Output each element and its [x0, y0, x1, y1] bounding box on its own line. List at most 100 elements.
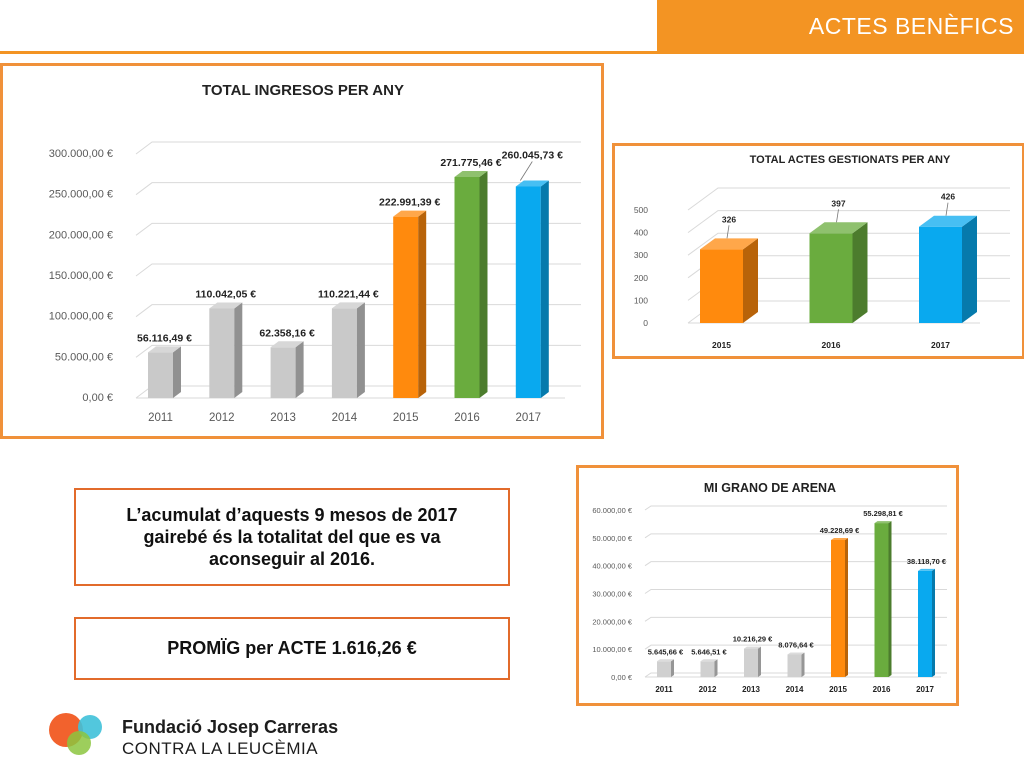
bar-2017 [918, 568, 935, 677]
gridline [644, 505, 947, 511]
y-tick-label: 250.000,00 € [49, 189, 113, 201]
chart-svg-1: TOTAL ACTES GESTIONATS PER ANY 0 100 200 300… [634, 154, 1010, 350]
gridline [135, 222, 581, 236]
chart-title: MI GRANO DE ARENA [704, 481, 836, 495]
x-tick-label: 2011 [655, 685, 673, 694]
average-note: PROMÏG per ACTE 1.616,26 € [74, 617, 510, 680]
x-tick-label: 2016 [822, 340, 841, 350]
leader-line [836, 209, 839, 223]
gridline [644, 589, 947, 594]
x-tick-label: 2016 [873, 685, 891, 694]
header-band: ACTES BENÈFICS [657, 0, 1024, 51]
y-tick-label: 150.000,00 € [49, 270, 113, 282]
y-tick-label: 40.000,00 € [592, 562, 632, 571]
bar-2012 [209, 302, 243, 398]
gridline [135, 344, 581, 358]
y-tick-label: 30.000,00 € [592, 590, 632, 599]
x-tick-label: 2015 [393, 412, 419, 424]
x-tick-label: 2016 [454, 412, 480, 424]
x-tick-label: 2013 [270, 412, 296, 424]
bar-2016 [454, 170, 488, 398]
y-tick-label: 200 [634, 273, 648, 283]
bar-2014 [787, 652, 805, 677]
bar-2015 [700, 238, 758, 323]
bar-2017 [919, 215, 977, 323]
y-tick-label: 10.000,00 € [592, 645, 632, 654]
chart-panel-mi-grano: MI GRANO DE ARENA 0,00 € 10.000,00 € 20.000… [576, 465, 959, 706]
x-tick-label: 2012 [699, 685, 717, 694]
page-title: ACTES BENÈFICS [808, 13, 1014, 39]
data-label: 426 [941, 192, 955, 202]
gridline [644, 616, 947, 622]
bar-2016 [809, 222, 868, 323]
x-tick-label: 2017 [916, 685, 934, 694]
x-tick-label: 2014 [332, 412, 358, 424]
chart-title: TOTAL ACTES GESTIONATS PER ANY [750, 154, 951, 166]
gridline [644, 672, 947, 678]
gridline [644, 561, 947, 567]
bar-2011 [148, 346, 181, 398]
x-tick-label: 2012 [209, 412, 235, 424]
bar-2012 [700, 659, 718, 677]
y-tick-label: 400 [634, 228, 648, 238]
y-tick-label: 500 [634, 205, 648, 215]
y-tick-label: 300 [634, 250, 648, 260]
average-note-text: PROMÏG per ACTE 1.616,26 € [167, 638, 417, 658]
x-tick-label: 2014 [786, 685, 804, 694]
y-tick-label: 50.000,00 € [55, 351, 113, 363]
data-label: 55.298,81 € [863, 509, 903, 518]
data-label: 5.645,66 € [648, 647, 684, 656]
gridline [135, 141, 581, 155]
data-label: 62.358,16 € [259, 327, 315, 339]
y-tick-label: 0 [643, 318, 648, 328]
gridline [135, 182, 581, 196]
data-label: 326 [722, 214, 736, 224]
y-tick-label: 50.000,00 € [592, 534, 632, 543]
bar-2015 [831, 537, 848, 677]
bar-2013 [744, 646, 761, 677]
data-label: 110.221,44 € [318, 288, 379, 300]
y-tick-label: 60.000,00 € [592, 506, 632, 515]
data-label: 8.076,64 € [778, 641, 814, 650]
data-label: 222.991,39 € [379, 197, 440, 209]
x-tick-label: 2017 [931, 340, 950, 350]
data-label: 5.646,51 € [691, 647, 727, 656]
x-tick-label: 2017 [516, 412, 542, 424]
gridline [687, 232, 1010, 256]
data-label: 397 [831, 198, 845, 208]
bar-2013 [270, 341, 304, 398]
gridline [687, 187, 1010, 211]
logo-icon [49, 713, 102, 755]
data-label: 110.042,05 € [195, 288, 256, 300]
data-label: 49.228,69 € [820, 526, 860, 535]
org-subtitle: CONTRA LA LEUCÈMIA [122, 739, 319, 758]
chart-title: TOTAL INGRESOS PER ANY [202, 82, 404, 99]
leader-line [519, 161, 533, 181]
gridline [135, 304, 581, 318]
gridline [135, 263, 581, 277]
y-tick-label: 100 [634, 295, 648, 305]
cumulative-note-text: L’acumulat d’aquests 9 mesos de 2017 gai… [126, 505, 458, 569]
y-tick-label: 0,00 € [82, 392, 113, 404]
x-tick-label: 2015 [712, 340, 731, 350]
chart-svg-2: MI GRANO DE ARENA 0,00 € 10.000,00 € 20.000… [592, 481, 947, 694]
data-label: 10.216,29 € [733, 635, 773, 644]
chart-panel-total-actes: TOTAL ACTES GESTIONATS PER ANY 0 100 200 300… [612, 143, 1024, 359]
leader-line [726, 225, 730, 239]
bar-2017 [515, 180, 549, 398]
gridline [687, 210, 1010, 234]
data-label: 38.118,70 € [907, 557, 947, 566]
header-divider [0, 51, 1024, 54]
chart-svg-0: TOTAL INGRESOS PER ANY 0,00 € 50.000,00 € 1… [49, 82, 581, 424]
x-tick-label: 2011 [148, 412, 173, 424]
y-tick-label: 200.000,00 € [49, 229, 113, 241]
y-tick-label: 0,00 € [611, 673, 633, 682]
y-tick-label: 20.000,00 € [592, 617, 632, 626]
x-tick-label: 2015 [829, 685, 847, 694]
gridline [644, 533, 947, 539]
y-tick-label: 300.000,00 € [49, 148, 113, 160]
chart-panel-total-ingresos: TOTAL INGRESOS PER ANY 0,00 € 50.000,00 € 1… [0, 63, 604, 439]
bar-2015 [393, 210, 427, 398]
leader-line [945, 202, 949, 216]
cumulative-note: L’acumulat d’aquests 9 mesos de 2017 gai… [74, 488, 510, 586]
